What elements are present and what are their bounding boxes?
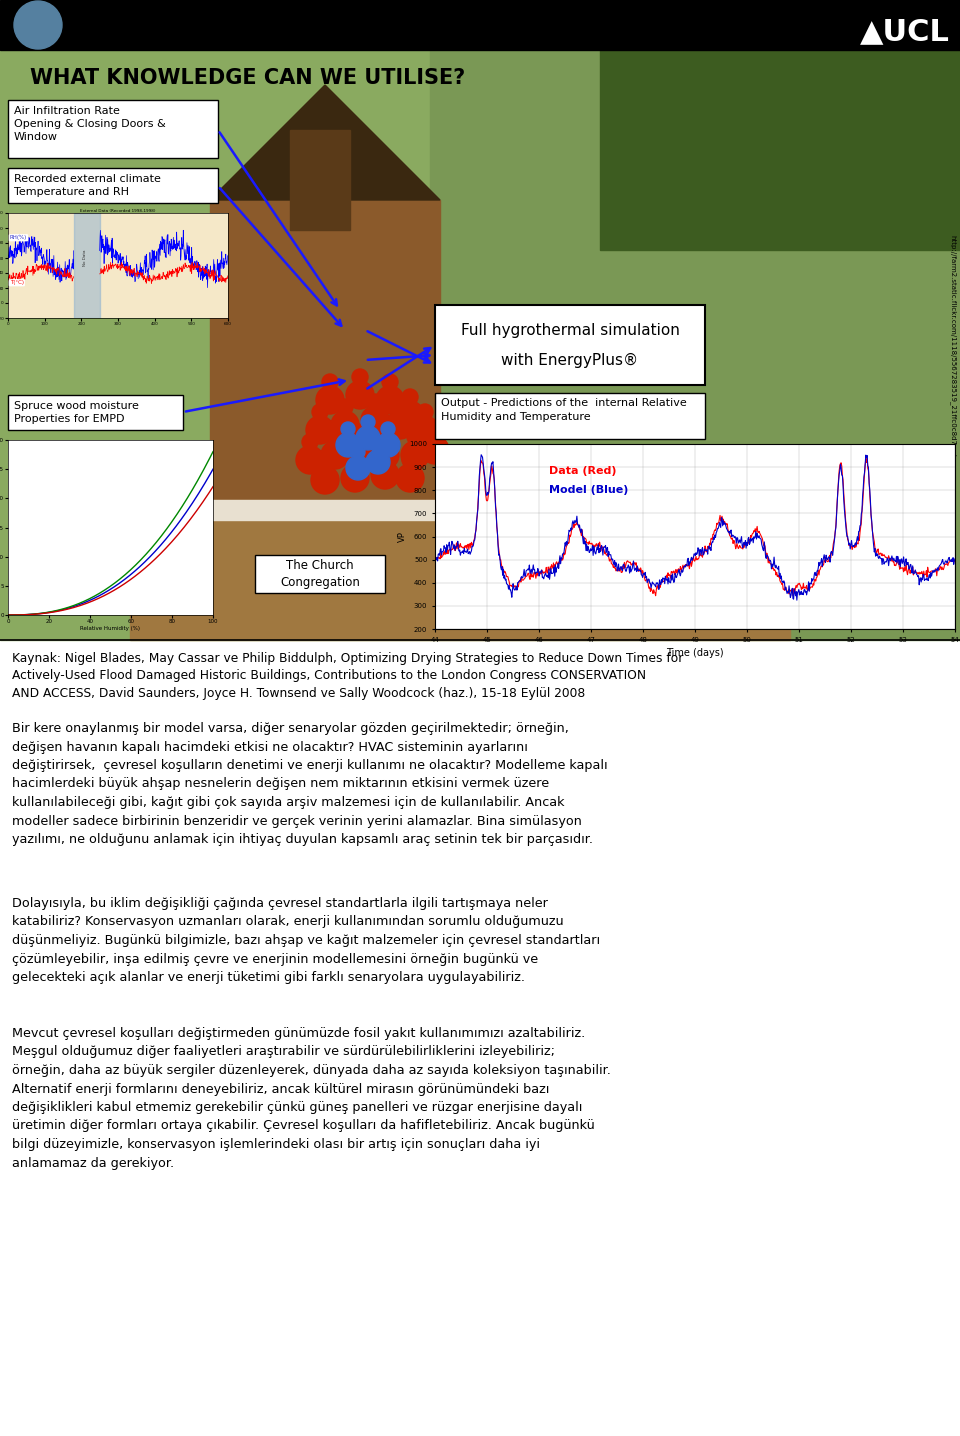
Circle shape xyxy=(352,424,368,439)
Circle shape xyxy=(392,399,408,415)
Circle shape xyxy=(381,422,395,437)
Bar xyxy=(290,131,350,230)
Bar xyxy=(8,395,183,429)
Text: The Church
Congregation: The Church Congregation xyxy=(280,559,360,589)
Text: ▲UCL: ▲UCL xyxy=(860,17,950,46)
Circle shape xyxy=(306,416,334,444)
Circle shape xyxy=(331,411,359,439)
Text: T(°C): T(°C) xyxy=(10,280,24,286)
Text: WHAT KNOWLEDGE CAN WE UTILISE?: WHAT KNOWLEDGE CAN WE UTILISE? xyxy=(30,67,466,88)
Bar xyxy=(0,50,430,640)
Text: Recorded external climate
Temperature and RH: Recorded external climate Temperature an… xyxy=(14,174,161,197)
Circle shape xyxy=(321,441,349,470)
Bar xyxy=(130,500,790,640)
Text: Full hygrothermal simulation: Full hygrothermal simulation xyxy=(461,323,680,337)
Bar xyxy=(74,213,100,317)
Circle shape xyxy=(346,457,370,480)
Bar xyxy=(600,50,960,250)
Text: Mevcut çevresel koşulları değiştirmeden günümüzde fosil yakıt kullanımımızı azal: Mevcut çevresel koşulları değiştirmeden … xyxy=(12,1027,611,1169)
Text: Data (Red): Data (Red) xyxy=(549,467,617,477)
Polygon shape xyxy=(210,85,440,200)
Circle shape xyxy=(311,467,339,494)
Text: No Data: No Data xyxy=(83,250,87,266)
Circle shape xyxy=(312,404,328,419)
Circle shape xyxy=(361,415,375,429)
Circle shape xyxy=(356,426,380,449)
Circle shape xyxy=(317,454,333,470)
Circle shape xyxy=(316,386,344,414)
Circle shape xyxy=(296,447,324,474)
Circle shape xyxy=(382,373,398,391)
Circle shape xyxy=(14,1,62,49)
Circle shape xyxy=(327,429,343,445)
Bar xyxy=(0,0,960,50)
Bar xyxy=(255,554,385,593)
Text: with EnergyPlus®: with EnergyPlus® xyxy=(501,352,638,368)
Circle shape xyxy=(341,464,369,493)
Circle shape xyxy=(377,429,393,445)
Circle shape xyxy=(371,461,399,490)
Circle shape xyxy=(421,437,449,464)
Circle shape xyxy=(322,373,338,391)
Circle shape xyxy=(386,411,414,439)
Text: Bir kere onaylanmış bir model varsa, diğer senaryolar gözden geçirilmektedir; ör: Bir kere onaylanmış bir model varsa, diğ… xyxy=(12,722,608,846)
Circle shape xyxy=(407,429,423,445)
Bar xyxy=(8,168,218,202)
Circle shape xyxy=(371,441,399,470)
Text: http://farm2.static.flickr.com/1118/5567283519_21ffc0c8d7_o.jpg: http://farm2.static.flickr.com/1118/5567… xyxy=(949,234,956,465)
Circle shape xyxy=(376,386,404,414)
Circle shape xyxy=(351,445,365,460)
Bar xyxy=(210,200,440,620)
Circle shape xyxy=(396,401,424,429)
Circle shape xyxy=(336,434,360,457)
Circle shape xyxy=(401,441,429,470)
Bar xyxy=(435,304,705,385)
Circle shape xyxy=(361,406,389,434)
Circle shape xyxy=(371,439,385,452)
Bar xyxy=(130,500,790,520)
Title: External Data (Recorded 1998-1998): External Data (Recorded 1998-1998) xyxy=(81,208,156,213)
Circle shape xyxy=(302,434,318,449)
Circle shape xyxy=(376,434,400,457)
Text: Output - Predictions of the  internal Relative
Humidity and Temperature: Output - Predictions of the internal Rel… xyxy=(441,398,686,422)
Bar xyxy=(8,101,218,158)
Circle shape xyxy=(367,393,383,411)
Bar xyxy=(430,50,960,640)
Text: RH(%): RH(%) xyxy=(10,236,27,240)
Text: Air Infiltration Rate
Opening & Closing Doors &
Window: Air Infiltration Rate Opening & Closing … xyxy=(14,106,166,142)
Circle shape xyxy=(346,381,374,409)
Circle shape xyxy=(341,422,355,437)
Circle shape xyxy=(411,416,439,444)
Circle shape xyxy=(347,452,363,468)
Circle shape xyxy=(417,404,433,419)
Circle shape xyxy=(352,369,368,385)
Y-axis label: VP: VP xyxy=(397,531,407,541)
Circle shape xyxy=(402,452,418,468)
Text: Kaynak: Nigel Blades, May Cassar ve Philip Biddulph, Optimizing Drying Strategie: Kaynak: Nigel Blades, May Cassar ve Phil… xyxy=(12,652,684,699)
Text: Dolayısıyla, bu iklim değişikliği çağında çevresel standartlarla ilgili tartışma: Dolayısıyla, bu iklim değişikliği çağınd… xyxy=(12,898,600,984)
Circle shape xyxy=(366,449,390,474)
Bar xyxy=(435,393,705,439)
Circle shape xyxy=(337,399,353,415)
Circle shape xyxy=(346,437,374,464)
X-axis label: Relative Humidity (%): Relative Humidity (%) xyxy=(81,626,140,630)
Text: Spruce wood moisture
Properties for EMPD: Spruce wood moisture Properties for EMPD xyxy=(14,401,139,424)
Circle shape xyxy=(377,449,393,465)
Text: Model (Blue): Model (Blue) xyxy=(549,484,629,494)
Circle shape xyxy=(427,424,443,439)
X-axis label: Time (days): Time (days) xyxy=(666,648,724,658)
Bar xyxy=(0,0,960,640)
Circle shape xyxy=(402,389,418,405)
Circle shape xyxy=(396,464,424,493)
